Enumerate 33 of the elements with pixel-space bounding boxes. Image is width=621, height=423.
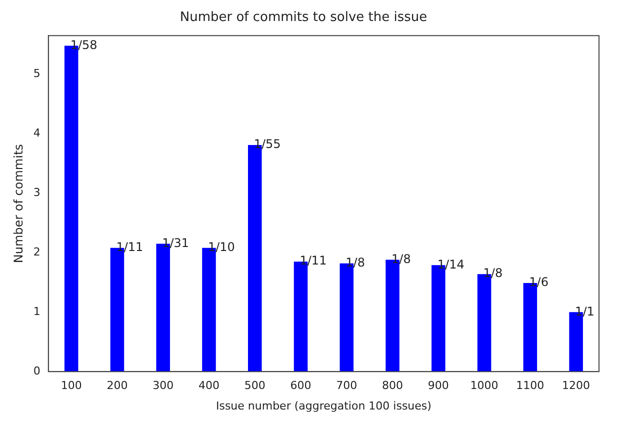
annotation: 1/8 (392, 252, 411, 266)
chart-title: Number of commits to solve the issue (180, 10, 428, 26)
y-tick-label: 2 (33, 246, 40, 259)
x-tick-label: 500 (244, 379, 266, 392)
annotation: 1/10 (208, 240, 235, 254)
y-tick-label: 5 (33, 67, 40, 80)
annotation: 1/55 (254, 137, 281, 152)
x-tick-label: 600 (290, 379, 312, 392)
y-tick-label: 3 (33, 186, 40, 200)
annotation: 1/1 (575, 304, 594, 318)
x-tick-label: 700 (336, 379, 358, 392)
annotation: 1/31 (162, 236, 190, 250)
annotation: 1/8 (483, 266, 503, 280)
y-tick-label: 1 (33, 304, 40, 318)
x-tick-label: 100 (60, 379, 82, 392)
x-tick-label: 200 (106, 379, 128, 392)
x-tick-label: 900 (428, 379, 449, 392)
annotation: 1/11 (300, 254, 327, 268)
x-tick-label: 1000 (470, 379, 498, 392)
x-tick-label: 1100 (516, 379, 544, 392)
annotation: 1/58 (70, 38, 98, 52)
annotation: 1/6 (529, 275, 548, 290)
y-tick-label: 4 (33, 126, 40, 140)
y-axis-title: Number of commits (11, 144, 26, 264)
x-tick-label: 800 (382, 379, 404, 392)
x-tick-label: 400 (198, 379, 220, 392)
annotation: 1/11 (116, 240, 144, 254)
x-tick-label: 300 (152, 379, 174, 392)
y-tick-label: 0 (33, 364, 40, 378)
x-axis-title: Issue number (aggregation 100 issues) (216, 399, 432, 412)
annotation: 1/14 (437, 257, 464, 272)
x-tick-label: 1200 (562, 379, 590, 392)
annotation: 1/8 (346, 255, 365, 270)
